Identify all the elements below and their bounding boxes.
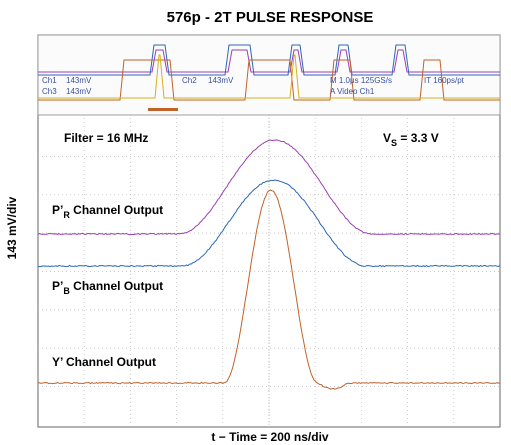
annotation-part: Channel Output	[70, 203, 163, 217]
page: {"title": "576p - 2T PULSE RESPONSE", "y…	[0, 0, 511, 445]
chart-title: 576p - 2T PULSE RESPONSE	[167, 9, 374, 26]
y-axis-label: 143 mV/div	[5, 196, 19, 259]
annotation-part: V	[383, 131, 391, 145]
scope-text: A Video Ch1	[330, 87, 375, 96]
annotation: Filter = 16 MHz	[64, 131, 148, 145]
scope-text: Ch3	[42, 87, 57, 96]
annotation-part: = 3.3 V	[397, 131, 439, 145]
trigger-marker	[148, 108, 178, 111]
scope-text: 143mV	[66, 87, 92, 96]
scope-text: M 1.0μs 125GS/s	[330, 76, 392, 85]
annotation-part: P’	[52, 203, 63, 217]
annotation-part: Channel Output	[70, 279, 163, 293]
chart: 576p - 2T PULSE RESPONSE 143 mV/div t − …	[0, 0, 511, 445]
annotation: Y’ Channel Output	[52, 355, 156, 369]
scope-text: IT 160ps/pt	[424, 76, 465, 85]
scope-text: Ch2	[182, 76, 197, 85]
scope-text: Ch1	[42, 76, 57, 85]
scope-text: 143mV	[208, 76, 234, 85]
annotation-part: P’	[52, 279, 63, 293]
scope-text: 143mV	[66, 76, 92, 85]
x-axis-label: t − Time = 200 ns/div	[211, 430, 328, 444]
